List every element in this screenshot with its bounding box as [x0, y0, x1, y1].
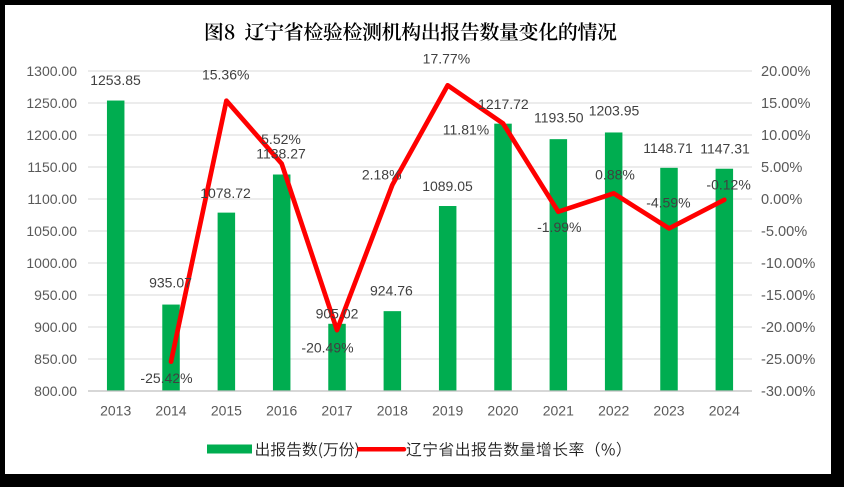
svg-text:1150.00: 1150.00: [27, 159, 77, 175]
svg-text:2019: 2019: [432, 403, 463, 419]
svg-text:1250.00: 1250.00: [26, 95, 77, 111]
svg-text:5.52%: 5.52%: [261, 131, 301, 147]
svg-text:-10.00%: -10.00%: [761, 256, 815, 272]
svg-text:2022: 2022: [598, 403, 629, 419]
svg-text:10.00%: 10.00%: [761, 128, 811, 144]
svg-text:5.00%: 5.00%: [761, 160, 802, 176]
svg-text:11.81%: 11.81%: [443, 122, 489, 138]
svg-text:1147.31: 1147.31: [700, 140, 750, 156]
svg-text:1253.85: 1253.85: [90, 72, 141, 88]
svg-text:-0.12%: -0.12%: [706, 177, 750, 193]
svg-text:0.88%: 0.88%: [595, 166, 635, 182]
svg-text:2017: 2017: [321, 403, 352, 419]
svg-text:2015: 2015: [211, 403, 242, 419]
svg-text:905.02: 905.02: [316, 306, 359, 322]
svg-text:15.36%: 15.36%: [202, 67, 249, 83]
svg-text:1200.00: 1200.00: [26, 127, 77, 143]
svg-text:-30.00%: -30.00%: [761, 384, 815, 400]
svg-text:-20.00%: -20.00%: [761, 320, 815, 336]
svg-text:2018: 2018: [377, 403, 408, 419]
svg-text:-4.59%: -4.59%: [646, 195, 690, 211]
svg-text:17.77%: 17.77%: [423, 51, 470, 67]
svg-text:-15.00%: -15.00%: [761, 288, 815, 304]
svg-text:950.00: 950.00: [34, 287, 77, 303]
svg-text:1138.27: 1138.27: [256, 145, 306, 161]
svg-text:2020: 2020: [487, 403, 518, 419]
svg-text:850.00: 850.00: [34, 351, 77, 367]
svg-text:1089.05: 1089.05: [422, 178, 473, 194]
svg-text:-20.49%: -20.49%: [301, 339, 353, 355]
svg-text:935.07: 935.07: [149, 275, 192, 291]
svg-text:2023: 2023: [653, 403, 684, 419]
svg-text:-5.00%: -5.00%: [761, 224, 807, 240]
svg-text:0.00%: 0.00%: [761, 192, 802, 208]
svg-text:1000.00: 1000.00: [26, 255, 77, 271]
svg-text:1217.72: 1217.72: [478, 96, 529, 112]
svg-text:-25.00%: -25.00%: [761, 352, 815, 368]
svg-text:800.00: 800.00: [34, 383, 77, 399]
svg-text:900.00: 900.00: [34, 319, 77, 335]
svg-text:924.76: 924.76: [370, 282, 413, 298]
svg-text:2021: 2021: [543, 403, 574, 419]
svg-text:1203.95: 1203.95: [589, 103, 640, 119]
svg-text:20.00%: 20.00%: [761, 64, 811, 80]
svg-text:2013: 2013: [100, 403, 131, 419]
svg-text:-25.42%: -25.42%: [140, 370, 192, 386]
svg-text:1300.00: 1300.00: [26, 63, 77, 79]
svg-text:15.00%: 15.00%: [761, 96, 811, 112]
svg-text:1193.50: 1193.50: [534, 110, 584, 126]
svg-text:2.18%: 2.18%: [362, 166, 402, 182]
svg-text:1078.72: 1078.72: [200, 185, 251, 201]
svg-text:2016: 2016: [266, 403, 297, 419]
svg-text:2024: 2024: [709, 403, 740, 419]
svg-text:1148.71: 1148.71: [643, 140, 693, 156]
svg-text:-1.99%: -1.99%: [537, 219, 581, 235]
svg-text:1100.00: 1100.00: [27, 191, 77, 207]
svg-text:1050.00: 1050.00: [26, 223, 77, 239]
svg-text:2014: 2014: [155, 403, 186, 419]
